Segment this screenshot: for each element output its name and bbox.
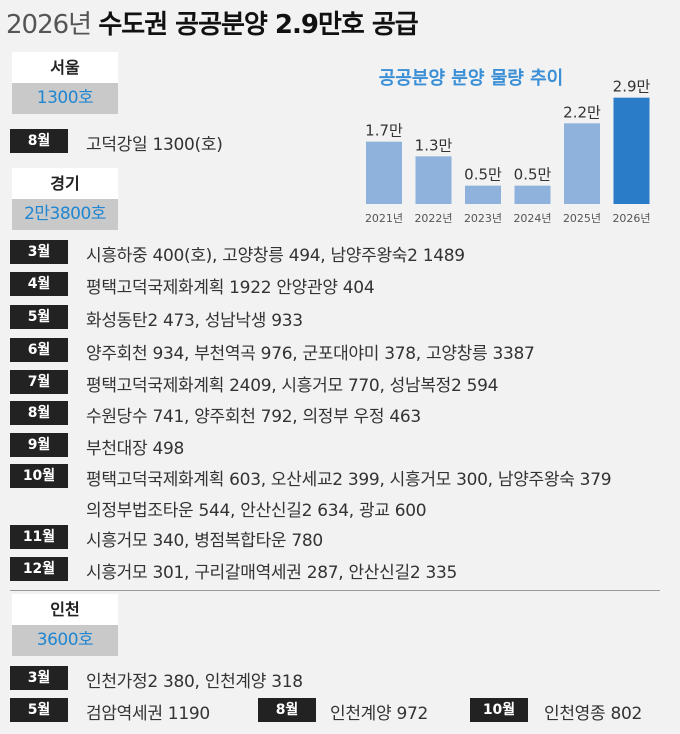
month-badge: 3월 bbox=[10, 666, 68, 690]
bar-2022년 bbox=[415, 156, 452, 204]
row-text: 시흥거모 301, 구리갈매역세권 287, 안산신길2 335 bbox=[86, 563, 457, 583]
row-text: 부천대장 498 bbox=[86, 439, 185, 459]
month-badge: 5월 bbox=[10, 305, 68, 329]
bar-value-label: 2.9만 bbox=[613, 78, 651, 96]
month-badge: 8월 bbox=[10, 401, 68, 425]
month-badge: 4월 bbox=[10, 272, 68, 296]
region-seoul: 서울 1300호 bbox=[12, 52, 118, 114]
row-text: 화성동탄2 473, 성남낙생 933 bbox=[86, 311, 303, 331]
bar-2024년 bbox=[514, 185, 551, 204]
divider bbox=[10, 590, 660, 591]
row-text: 시흥거모 340, 병점복합타운 780 bbox=[86, 531, 323, 551]
region-incheon: 인천 3600호 bbox=[12, 594, 118, 656]
row-text: 인천영종 802 bbox=[544, 704, 643, 724]
month-badge: 5월 bbox=[10, 698, 68, 722]
x-tick-label: 2022년 bbox=[414, 212, 452, 225]
x-tick-label: 2024년 bbox=[513, 212, 551, 225]
region-total: 3600호 bbox=[12, 625, 118, 656]
row-text: 시흥하중 400(호), 고양창릉 494, 남양주왕숙2 1489 bbox=[86, 246, 465, 266]
month-badge: 10월 bbox=[470, 698, 528, 722]
row-text: 고덕강일 1300(호) bbox=[86, 135, 223, 155]
row-text: 평택고덕국제화계획 2409, 시흥거모 770, 성남복정2 594 bbox=[86, 376, 499, 396]
bar-2025년 bbox=[564, 123, 600, 204]
month-badge: 11월 bbox=[10, 525, 68, 549]
bar-value-label: 0.5만 bbox=[514, 166, 552, 184]
month-badge: 10월 bbox=[10, 464, 68, 488]
bar-2021년 bbox=[366, 141, 402, 204]
month-badge: 8월 bbox=[258, 698, 316, 722]
x-tick-label: 2021년 bbox=[365, 212, 403, 225]
bar-value-label: 1.3만 bbox=[415, 136, 453, 154]
chart-svg: 1.7만 2021년 1.3만 2022년 0.5만 2023년 0.5만 2024년 2.2만… bbox=[365, 78, 651, 225]
region-name: 서울 bbox=[12, 52, 118, 83]
region-name: 경기 bbox=[12, 168, 118, 199]
row-text: 인천계양 972 bbox=[330, 704, 429, 724]
row-text: 검암역세권 1190 bbox=[86, 704, 210, 724]
bar-2026년 bbox=[613, 97, 650, 204]
title-year: 2026년 bbox=[6, 10, 92, 40]
row-text-continued: 의정부법조타운 544, 안산신길2 634, 광교 600 bbox=[86, 501, 427, 521]
row-text: 평택고덕국제화계획 1922 안양관양 404 bbox=[86, 278, 375, 298]
region-gyeonggi: 경기 2만3800호 bbox=[12, 168, 118, 230]
month-badge: 12월 bbox=[10, 557, 68, 581]
month-badge: 8월 bbox=[10, 129, 68, 153]
row-text: 인천가정2 380, 인천계양 318 bbox=[86, 672, 303, 692]
row-text: 수원당수 741, 양주회천 792, 의정부 우정 463 bbox=[86, 407, 421, 427]
page-title: 2026년 수도권 공공분양 2.9만호 공급 bbox=[6, 4, 419, 41]
title-main: 수도권 공공분양 2.9만호 공급 bbox=[98, 10, 418, 40]
x-tick-label: 2025년 bbox=[563, 212, 601, 225]
month-badge: 7월 bbox=[10, 370, 68, 394]
row-text: 양주회천 934, 부천역곡 976, 군포대야미 378, 고양창릉 3387 bbox=[86, 344, 535, 364]
bar-value-label: 2.2만 bbox=[563, 103, 601, 121]
chart-title: 공공분양 분양 물량 추이 bbox=[378, 68, 564, 89]
x-tick-label: 2023년 bbox=[464, 212, 502, 225]
month-badge: 9월 bbox=[10, 433, 68, 457]
x-tick-label: 2026년 bbox=[612, 212, 650, 225]
row-text: 평택고덕국제화계획 603, 오산세교2 399, 시흥거모 300, 남양주왕… bbox=[86, 470, 612, 490]
bar-chart: 공공분양 분양 물량 추이 1.7만 2021년 1.3만 2022년 0.5만 2023… bbox=[356, 56, 672, 236]
region-name: 인천 bbox=[12, 594, 118, 625]
region-total: 1300호 bbox=[12, 83, 118, 114]
bar-value-label: 0.5만 bbox=[464, 166, 502, 184]
bar-value-label: 1.7만 bbox=[365, 122, 403, 140]
region-total: 2만3800호 bbox=[12, 199, 118, 230]
bar-2023년 bbox=[465, 185, 501, 204]
month-badge: 3월 bbox=[10, 240, 68, 264]
month-badge: 6월 bbox=[10, 338, 68, 362]
